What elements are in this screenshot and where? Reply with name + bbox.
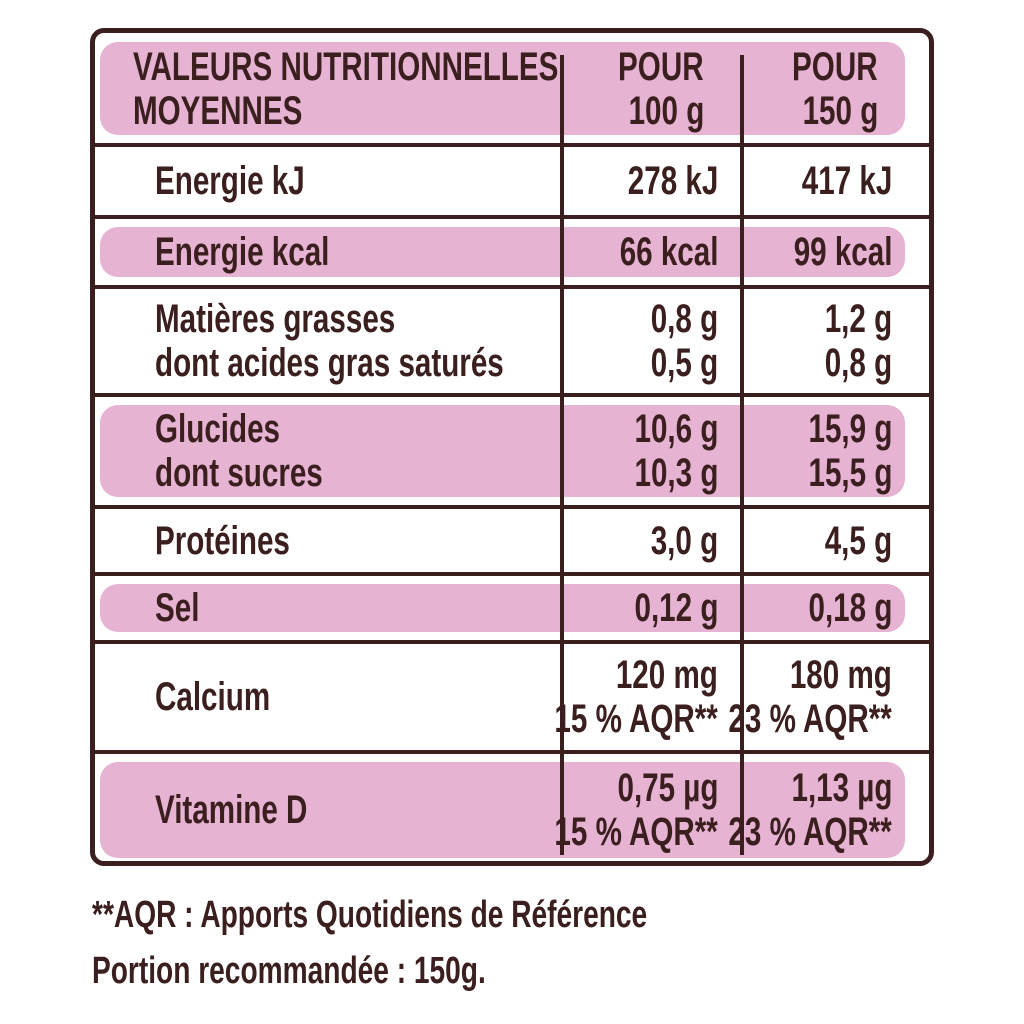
row-highlight <box>100 405 905 497</box>
cell-text: 0,8 g <box>824 341 892 385</box>
cell-text: 15 % AQR** <box>554 810 718 854</box>
row-divider <box>92 572 934 576</box>
cell-text: 1,13 µg <box>791 766 892 810</box>
footnote: Portion recommandée : 150g. <box>92 950 486 992</box>
cell-text: 278 kJ <box>627 159 718 203</box>
cell-text: 417 kJ <box>801 159 892 203</box>
cell-text: Matières grasses <box>155 297 396 341</box>
cell-text: Sel <box>155 586 200 630</box>
cell-text: dont acides gras saturés <box>155 341 504 385</box>
cell-text: 23 % AQR** <box>728 810 892 854</box>
header-text: POUR <box>618 44 704 89</box>
cell-text: dont sucres <box>155 451 323 495</box>
row-divider <box>92 750 934 754</box>
row-highlight <box>100 227 905 277</box>
cell-text: 0,18 g <box>808 586 892 630</box>
column-divider <box>560 55 564 855</box>
header-text: 150 g <box>802 88 878 133</box>
cell-text: Calcium <box>155 675 271 719</box>
header-text: MOYENNES <box>133 88 303 133</box>
column-divider <box>740 55 744 855</box>
cell-text: 180 mg <box>789 653 892 697</box>
cell-text: Glucides <box>155 407 281 451</box>
row-divider <box>92 143 934 147</box>
cell-text: 66 kcal <box>619 230 718 274</box>
cell-text: 15,9 g <box>808 407 892 451</box>
cell-text: 10,6 g <box>634 407 718 451</box>
cell-text: 1,2 g <box>824 297 892 341</box>
header-text: 100 g <box>628 88 704 133</box>
row-highlight <box>100 42 905 135</box>
cell-text: 0,8 g <box>650 297 718 341</box>
cell-text: Protéines <box>155 518 290 563</box>
cell-text: Energie kJ <box>155 159 305 203</box>
cell-text: Vitamine D <box>155 788 308 832</box>
cell-text: 23 % AQR** <box>728 697 892 741</box>
cell-text: 10,3 g <box>634 451 718 495</box>
cell-text: 15 % AQR** <box>554 697 718 741</box>
footnote: **AQR : Apports Quotidiens de Référence <box>92 894 648 936</box>
table-border <box>90 28 934 866</box>
cell-text: 0,75 µg <box>617 766 718 810</box>
cell-text: 15,5 g <box>808 451 892 495</box>
row-divider <box>92 393 934 397</box>
cell-text: Energie kcal <box>155 230 330 274</box>
row-highlight <box>100 762 905 858</box>
row-divider <box>92 640 934 644</box>
row-divider <box>92 285 934 289</box>
row-divider <box>92 505 934 509</box>
header-text: VALEURS NUTRITIONNELLES <box>133 44 559 89</box>
cell-text: 4,5 g <box>824 518 892 563</box>
cell-text: 3,0 g <box>650 518 718 563</box>
cell-text: 99 kcal <box>793 230 892 274</box>
row-highlight <box>100 584 905 632</box>
cell-text: 0,5 g <box>650 341 718 385</box>
row-divider <box>92 215 934 219</box>
cell-text: 0,12 g <box>634 586 718 630</box>
cell-text: 120 mg <box>615 653 718 697</box>
header-text: POUR <box>792 44 878 89</box>
